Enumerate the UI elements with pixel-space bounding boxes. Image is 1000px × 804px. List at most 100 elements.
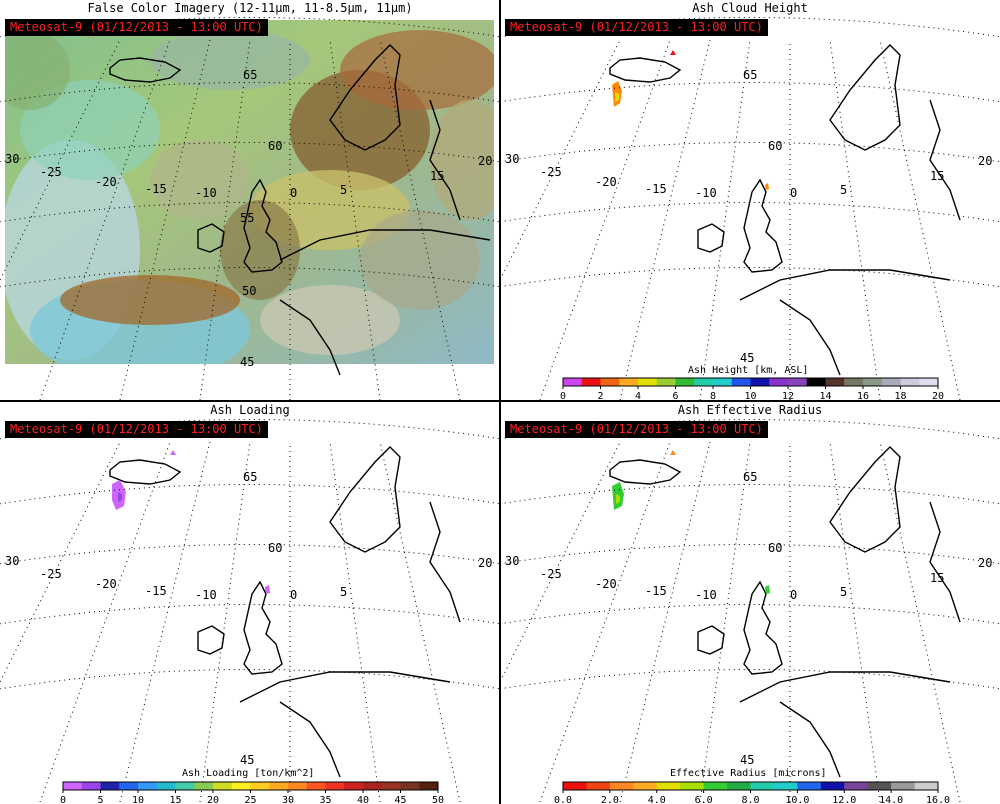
colorbar-swatch bbox=[609, 782, 634, 790]
colorbar-tick-label: 10 bbox=[132, 795, 144, 804]
colorbar-swatch bbox=[844, 782, 868, 790]
panel-ash-radius: 65 60 45 30 -25 -20 -15 -10 0 5 15 20 0.… bbox=[500, 402, 1000, 804]
colorbar-swatch bbox=[867, 782, 892, 790]
lon-label: -20 bbox=[595, 577, 617, 591]
lon-label: -20 bbox=[595, 175, 617, 189]
lat-label: 45 bbox=[740, 753, 754, 767]
colorbar-swatch bbox=[919, 378, 939, 386]
ash-loading-map: 65 60 45 30 -25 -20 -15 -10 0 5 20 0 5 10 1… bbox=[0, 419, 500, 804]
lon-label: 20 bbox=[978, 556, 992, 570]
lat-label: 50 bbox=[242, 284, 256, 298]
colorbar-swatch bbox=[213, 782, 233, 790]
colorbar-tick-label: 12 bbox=[782, 391, 794, 402]
colorbar-tick-label: 12.0 bbox=[832, 795, 856, 804]
lon-label: -25 bbox=[540, 165, 562, 179]
colorbar-swatch bbox=[750, 782, 775, 790]
lon-label: 15 bbox=[930, 571, 944, 585]
lon-label: 0 bbox=[290, 588, 297, 602]
colorbar-tick-label: 16 bbox=[857, 391, 869, 402]
colorbar-tick-label: 16.0 bbox=[926, 795, 950, 804]
lon-label: 20 bbox=[978, 154, 992, 168]
colorbar-tick-label: 0.0 bbox=[554, 795, 572, 804]
lon-label: -15 bbox=[145, 182, 167, 196]
colorbar-swatch bbox=[194, 782, 214, 790]
colorbar-swatch bbox=[306, 782, 326, 790]
colorbar-tick-label: 50 bbox=[432, 795, 444, 804]
colorbar-swatch bbox=[400, 782, 420, 790]
colorbar-swatch bbox=[656, 782, 681, 790]
colorbar-tick-label: 6 bbox=[672, 391, 678, 402]
ash-plume bbox=[112, 450, 270, 594]
colorbar-swatch bbox=[797, 782, 822, 790]
colorbar-tick-label: 14.0 bbox=[879, 795, 903, 804]
lat-label: 60 bbox=[768, 541, 782, 555]
colorbar-tick-label: 40 bbox=[357, 795, 369, 804]
lon-label: -25 bbox=[40, 567, 62, 581]
ash-radius-map: 65 60 45 30 -25 -20 -15 -10 0 5 15 20 0.… bbox=[500, 419, 1000, 804]
lon-label: 30 bbox=[5, 152, 19, 166]
panel-title: False Color Imagery (12-11μm, 11-8.5μm, … bbox=[87, 1, 413, 15]
colorbar-swatch bbox=[563, 782, 587, 790]
colorbar-swatch bbox=[825, 378, 845, 386]
colorbar-swatch bbox=[325, 782, 345, 790]
lon-label: -15 bbox=[145, 584, 167, 598]
colorbar-swatch bbox=[656, 378, 676, 386]
colorbar-swatch bbox=[138, 782, 158, 790]
lon-label: -15 bbox=[645, 584, 667, 598]
colorbar-swatch bbox=[619, 378, 639, 386]
lat-label: 65 bbox=[243, 68, 257, 82]
colorbar-tick-label: 30 bbox=[282, 795, 294, 804]
satellite-timestamp: Meteosat-9 (01/12/2013 - 13:00 UTC) bbox=[5, 19, 268, 36]
lat-label: 45 bbox=[740, 351, 754, 365]
colorbar-ash-height: 0 2 4 6 8 10 12 14 16 18 20 bbox=[560, 377, 944, 402]
lon-label: 0 bbox=[790, 588, 797, 602]
lon-label: -10 bbox=[195, 186, 217, 200]
colorbar-swatch bbox=[820, 782, 845, 790]
colorbar-swatch bbox=[231, 782, 251, 790]
colorbar-tick-label: 35 bbox=[319, 795, 331, 804]
colorbar-swatch bbox=[863, 378, 883, 386]
lon-label: -10 bbox=[695, 186, 717, 200]
lon-label: 30 bbox=[505, 554, 519, 568]
lat-label: 45 bbox=[240, 355, 254, 369]
panel-title: Ash Effective Radius bbox=[677, 403, 823, 417]
lon-label: 20 bbox=[478, 556, 492, 570]
colorbar-tick-label: 15 bbox=[169, 795, 181, 804]
colorbar-tick-label: 14 bbox=[819, 391, 831, 402]
panel-title: Ash Cloud Height bbox=[692, 1, 808, 15]
colorbar-swatch bbox=[175, 782, 195, 790]
colorbar-tick-label: 8 bbox=[710, 391, 716, 402]
lon-label: 5 bbox=[840, 585, 847, 599]
colorbar-tick-label: 2 bbox=[597, 391, 603, 402]
lat-label: 65 bbox=[243, 470, 257, 484]
colorbar-swatch bbox=[288, 782, 308, 790]
colorbar-tick-label: 20 bbox=[207, 795, 219, 804]
lon-label: 15 bbox=[930, 169, 944, 183]
colorbar-swatch bbox=[731, 378, 751, 386]
colorbar-title: Effective Radius [microns] bbox=[670, 768, 827, 779]
lat-label: 60 bbox=[268, 541, 282, 555]
colorbar-swatch bbox=[344, 782, 364, 790]
colorbar-tick-label: 0 bbox=[560, 391, 566, 402]
colorbar-swatch bbox=[750, 378, 770, 386]
lon-label: -25 bbox=[40, 165, 62, 179]
colorbar-tick-label: 20 bbox=[932, 391, 944, 402]
colorbar-ash-loading: 0 5 10 15 20 25 30 35 40 45 50 bbox=[60, 781, 444, 804]
colorbar-swatch bbox=[769, 378, 789, 386]
colorbar-swatch bbox=[250, 782, 270, 790]
satellite-timestamp: Meteosat-9 (01/12/2013 - 13:00 UTC) bbox=[5, 421, 268, 438]
panel-ash-height: 65 60 45 30 -25 -20 -15 -10 0 5 15 20 0 2… bbox=[500, 0, 1000, 402]
colorbar-effective-radius: 0.0 2.0 4.0 6.0 8.0 10.0 12.0 14.0 16.0 bbox=[554, 781, 950, 804]
satellite-timestamp: Meteosat-9 (01/12/2013 - 13:00 UTC) bbox=[505, 19, 768, 36]
lon-label: 15 bbox=[430, 169, 444, 183]
colorbar-swatch bbox=[914, 782, 939, 790]
lon-label: 5 bbox=[340, 585, 347, 599]
colorbar-tick-label: 10 bbox=[744, 391, 756, 402]
colorbar-tick-label: 4 bbox=[635, 391, 641, 402]
ash-height-map: 65 60 45 30 -25 -20 -15 -10 0 5 15 20 0 2… bbox=[500, 17, 1000, 402]
panel-title: Ash Loading bbox=[210, 403, 290, 417]
panel-divider-horizontal bbox=[0, 400, 1000, 402]
colorbar-swatch bbox=[900, 378, 920, 386]
lon-label: -20 bbox=[95, 577, 117, 591]
colorbar-tick-label: 0 bbox=[60, 795, 66, 804]
